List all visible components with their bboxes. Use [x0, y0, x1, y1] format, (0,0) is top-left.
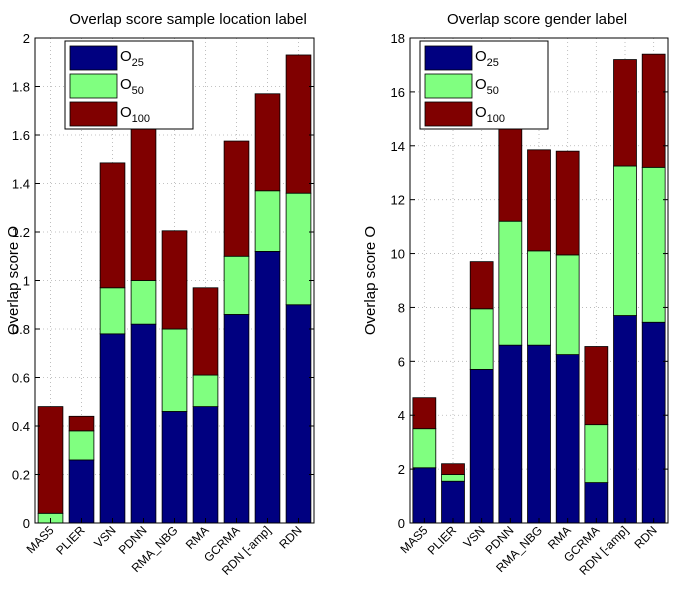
bar-mas5-o100: [412, 397, 437, 430]
y-tick-label: 1.4: [12, 177, 30, 192]
bar-rma-o50: [192, 374, 219, 408]
bar-vsn-o25: [99, 333, 126, 524]
legend-label-o100: O100: [120, 104, 150, 125]
bar-rdn-o100: [641, 53, 666, 168]
bar-gcrma-o100: [584, 346, 609, 426]
bar-rma-o50: [555, 254, 580, 355]
bar-pdnn-o50: [498, 220, 523, 346]
bar-rdn-amp--o50: [613, 165, 637, 316]
legend: O25 O50 O100: [64, 40, 194, 130]
legend-swatch-o100: [69, 101, 118, 127]
bar-rma-o25: [192, 406, 219, 524]
legend-swatch-o25: [69, 45, 118, 71]
bar-rdn-amp--o100: [613, 59, 637, 167]
bar-plier-o25: [441, 480, 465, 524]
bar-rma-nbg-o100: [527, 149, 551, 252]
bar-rma-nbg-o25: [161, 411, 188, 524]
legend-swatch-o50: [424, 73, 473, 99]
bar-plier-o100: [68, 415, 95, 432]
legend-label-o100: O100: [475, 104, 505, 125]
bar-gcrma-o50: [584, 424, 609, 483]
bar-pdnn-o25: [498, 344, 523, 524]
legend-swatch-o100: [424, 101, 473, 127]
x-tick-label: PLIER: [53, 523, 88, 558]
bar-rdn-amp--o50: [254, 190, 281, 252]
x-tick-label: RDN: [632, 523, 660, 551]
bar-gcrma-o50: [223, 255, 250, 315]
bar-gcrma-o25: [223, 314, 250, 524]
legend-swatch-o50: [69, 73, 118, 99]
bar-pdnn-o100: [498, 122, 523, 222]
y-axis-label: Overlap score O: [5, 226, 22, 335]
bar-plier-o50: [441, 474, 465, 482]
bar-rma-o100: [555, 150, 580, 256]
y-tick-label: 4: [398, 408, 405, 423]
bar-vsn-o25: [469, 369, 494, 524]
y-tick-label: 0: [23, 516, 30, 531]
bar-rma-nbg-o50: [527, 250, 551, 346]
y-tick-label: 2: [23, 31, 30, 46]
y-tick-label: 0.4: [12, 419, 30, 434]
bar-rdn-amp--o100: [254, 93, 281, 192]
bar-pdnn-o25: [130, 323, 157, 524]
legend-label-o50: O50: [120, 76, 144, 97]
bar-rdn-amp--o25: [254, 250, 281, 524]
y-tick-label: 2: [398, 462, 405, 477]
y-tick-label: 12: [391, 193, 405, 208]
y-tick-label: 1.8: [12, 80, 30, 95]
y-tick-label: 1.6: [12, 128, 30, 143]
chart-title: Overlap score sample location label: [69, 11, 307, 28]
x-tick-label: VSN: [91, 523, 118, 550]
y-tick-label: 0.6: [12, 371, 30, 386]
bar-gcrma-o100: [223, 140, 250, 257]
bar-rdn-o50: [641, 166, 666, 323]
bar-plier-o100: [441, 463, 465, 475]
y-tick-label: 16: [391, 85, 405, 100]
x-tick-label: RDN: [276, 523, 304, 551]
bar-rdn-o50: [285, 192, 312, 306]
bar-rma-o25: [555, 354, 580, 524]
bar-gcrma-o25: [584, 482, 609, 524]
bar-rma-nbg-o50: [161, 328, 188, 412]
y-tick-label: 18: [391, 31, 405, 46]
bar-mas5-o100: [37, 406, 64, 514]
y-tick-label: 0.8: [12, 322, 30, 337]
y-tick-label: 0: [398, 516, 405, 531]
bar-rdn-o100: [285, 54, 312, 194]
bar-rma-nbg-o25: [527, 344, 551, 524]
bar-rdn-o25: [285, 304, 312, 524]
legend-label-o25: O25: [120, 48, 144, 69]
y-tick-label: 8: [398, 300, 405, 315]
bar-vsn-o50: [99, 287, 126, 335]
bar-rma-nbg-o100: [161, 230, 188, 330]
bar-vsn-o100: [99, 162, 126, 289]
bar-mas5-o25: [412, 467, 437, 524]
y-tick-label: 0.2: [12, 468, 30, 483]
legend-label-o25: O25: [475, 48, 499, 69]
y-tick-label: 1.2: [12, 225, 30, 240]
legend: O25 O50 O100: [419, 40, 549, 130]
bar-rdn-o25: [641, 321, 666, 524]
bar-mas5-o50: [412, 428, 437, 469]
bar-rma-o100: [192, 287, 219, 376]
y-tick-label: 1: [23, 274, 30, 289]
bar-pdnn-o100: [130, 113, 157, 281]
legend-label-o50: O50: [475, 76, 499, 97]
x-tick-label: PLIER: [425, 523, 460, 558]
y-tick-label: 14: [391, 139, 405, 154]
bar-vsn-o50: [469, 308, 494, 370]
chart-title: Overlap score gender label: [447, 11, 627, 28]
legend-swatch-o25: [424, 45, 473, 71]
y-tick-label: 6: [398, 354, 405, 369]
bar-vsn-o100: [469, 261, 494, 310]
bar-pdnn-o50: [130, 280, 157, 325]
bar-plier-o50: [68, 430, 95, 461]
bar-plier-o25: [68, 459, 95, 524]
y-tick-label: 10: [391, 247, 405, 262]
y-axis-label: Overlap score O: [362, 226, 379, 335]
bar-rdn-amp--o25: [613, 315, 637, 524]
